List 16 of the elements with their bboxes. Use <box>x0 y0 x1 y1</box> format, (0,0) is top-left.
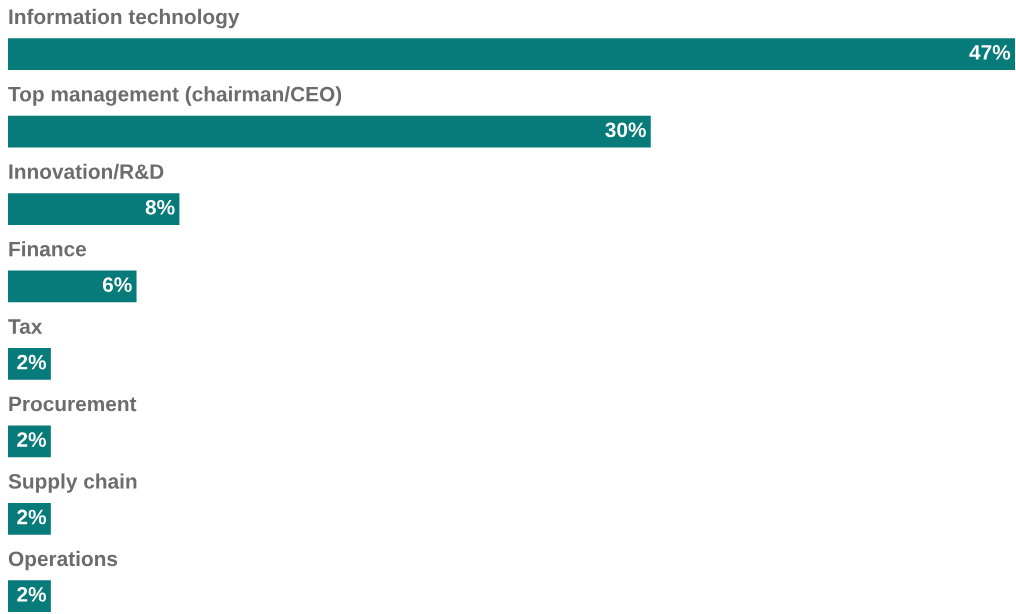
data-label: 2% <box>17 432 47 447</box>
y-tick-label: Procurement <box>9 396 137 412</box>
data-label: 8% <box>145 199 175 215</box>
data-label: 2% <box>17 587 47 602</box>
data-label: 2% <box>17 354 47 370</box>
y-tick-label: Operations <box>8 550 118 571</box>
y-tick-label: Supply chain <box>8 473 137 493</box>
data-label: 6% <box>102 277 132 293</box>
y-tick-label: Innovation/R&D <box>9 163 164 180</box>
data-label: 2% <box>17 509 47 525</box>
y-tick-label: Top management (chairman/CEO) <box>8 86 342 106</box>
y-tick-label: Tax <box>8 319 43 334</box>
y-tick-label: Information technology <box>9 8 240 29</box>
y-tick-label: Finance <box>9 241 87 257</box>
data-label: 30% <box>605 122 646 138</box>
data-label: 47% <box>969 45 1011 60</box>
